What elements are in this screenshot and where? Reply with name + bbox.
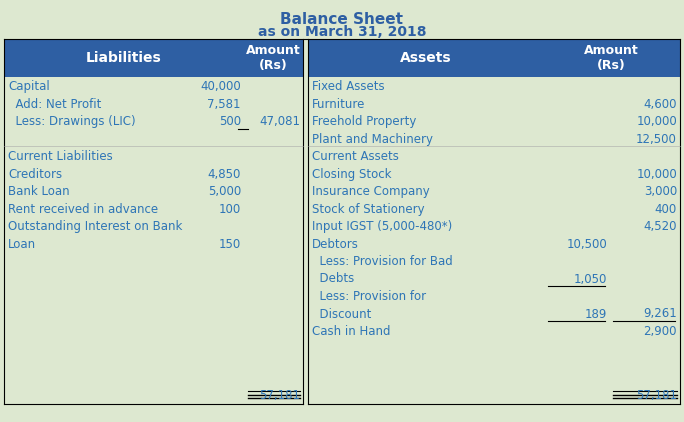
- Polygon shape: [303, 39, 308, 404]
- Text: Outstanding Interest on Bank: Outstanding Interest on Bank: [8, 220, 183, 233]
- Text: Amount
(Rs): Amount (Rs): [584, 44, 639, 72]
- Text: Less: Provision for Bad: Less: Provision for Bad: [312, 255, 453, 268]
- Text: 10,500: 10,500: [566, 238, 607, 251]
- Text: Bank Loan: Bank Loan: [8, 185, 70, 198]
- Text: Less: Provision for: Less: Provision for: [312, 290, 426, 303]
- Text: Freehold Property: Freehold Property: [312, 115, 417, 128]
- Text: Cash in Hand: Cash in Hand: [312, 325, 391, 338]
- Text: 40,000: 40,000: [200, 80, 241, 93]
- Text: Creditors: Creditors: [8, 168, 62, 181]
- Polygon shape: [308, 77, 680, 404]
- Text: 4,600: 4,600: [644, 97, 677, 111]
- Polygon shape: [4, 77, 303, 404]
- Text: Discount: Discount: [312, 308, 371, 320]
- Text: 500: 500: [219, 115, 241, 128]
- Text: Rent received in advance: Rent received in advance: [8, 203, 158, 216]
- Text: 47,081: 47,081: [259, 115, 300, 128]
- Text: 10,000: 10,000: [636, 115, 677, 128]
- Text: Balance Sheet: Balance Sheet: [280, 12, 404, 27]
- Text: 3,000: 3,000: [644, 185, 677, 198]
- Text: 9,261: 9,261: [643, 308, 677, 320]
- Text: Current Liabilities: Current Liabilities: [8, 150, 113, 163]
- Text: 2,900: 2,900: [644, 325, 677, 338]
- Text: 5,000: 5,000: [208, 185, 241, 198]
- Text: Debts: Debts: [312, 273, 354, 286]
- Text: Liabilities: Liabilities: [86, 51, 161, 65]
- Text: Stock of Stationery: Stock of Stationery: [312, 203, 425, 216]
- Text: Loan: Loan: [8, 238, 36, 251]
- Text: Furniture: Furniture: [312, 97, 365, 111]
- Text: 10,000: 10,000: [636, 168, 677, 181]
- Text: Plant and Machinery: Plant and Machinery: [312, 133, 433, 146]
- Text: 57,181: 57,181: [259, 389, 300, 402]
- Text: 189: 189: [585, 308, 607, 320]
- Polygon shape: [4, 39, 303, 77]
- Text: Debtors: Debtors: [312, 238, 359, 251]
- Text: Capital: Capital: [8, 80, 50, 93]
- Text: Assets: Assets: [399, 51, 451, 65]
- Text: 100: 100: [219, 203, 241, 216]
- Text: Insurance Company: Insurance Company: [312, 185, 430, 198]
- Text: Input IGST (5,000-480*): Input IGST (5,000-480*): [312, 220, 452, 233]
- Text: 400: 400: [655, 203, 677, 216]
- Text: 12,500: 12,500: [636, 133, 677, 146]
- Text: 4,520: 4,520: [644, 220, 677, 233]
- Text: Amount
(Rs): Amount (Rs): [246, 44, 300, 72]
- Text: Current Assets: Current Assets: [312, 150, 399, 163]
- Text: 7,581: 7,581: [207, 97, 241, 111]
- Text: Add: Net Profit: Add: Net Profit: [8, 97, 101, 111]
- Text: 4,850: 4,850: [208, 168, 241, 181]
- Text: as on March 31, 2018: as on March 31, 2018: [258, 25, 426, 39]
- Text: 150: 150: [219, 238, 241, 251]
- Polygon shape: [308, 39, 680, 77]
- Text: Fixed Assets: Fixed Assets: [312, 80, 384, 93]
- Text: Less: Drawings (LIC): Less: Drawings (LIC): [8, 115, 135, 128]
- Text: 57,181: 57,181: [636, 389, 677, 402]
- Text: 1,050: 1,050: [574, 273, 607, 286]
- Text: Closing Stock: Closing Stock: [312, 168, 391, 181]
